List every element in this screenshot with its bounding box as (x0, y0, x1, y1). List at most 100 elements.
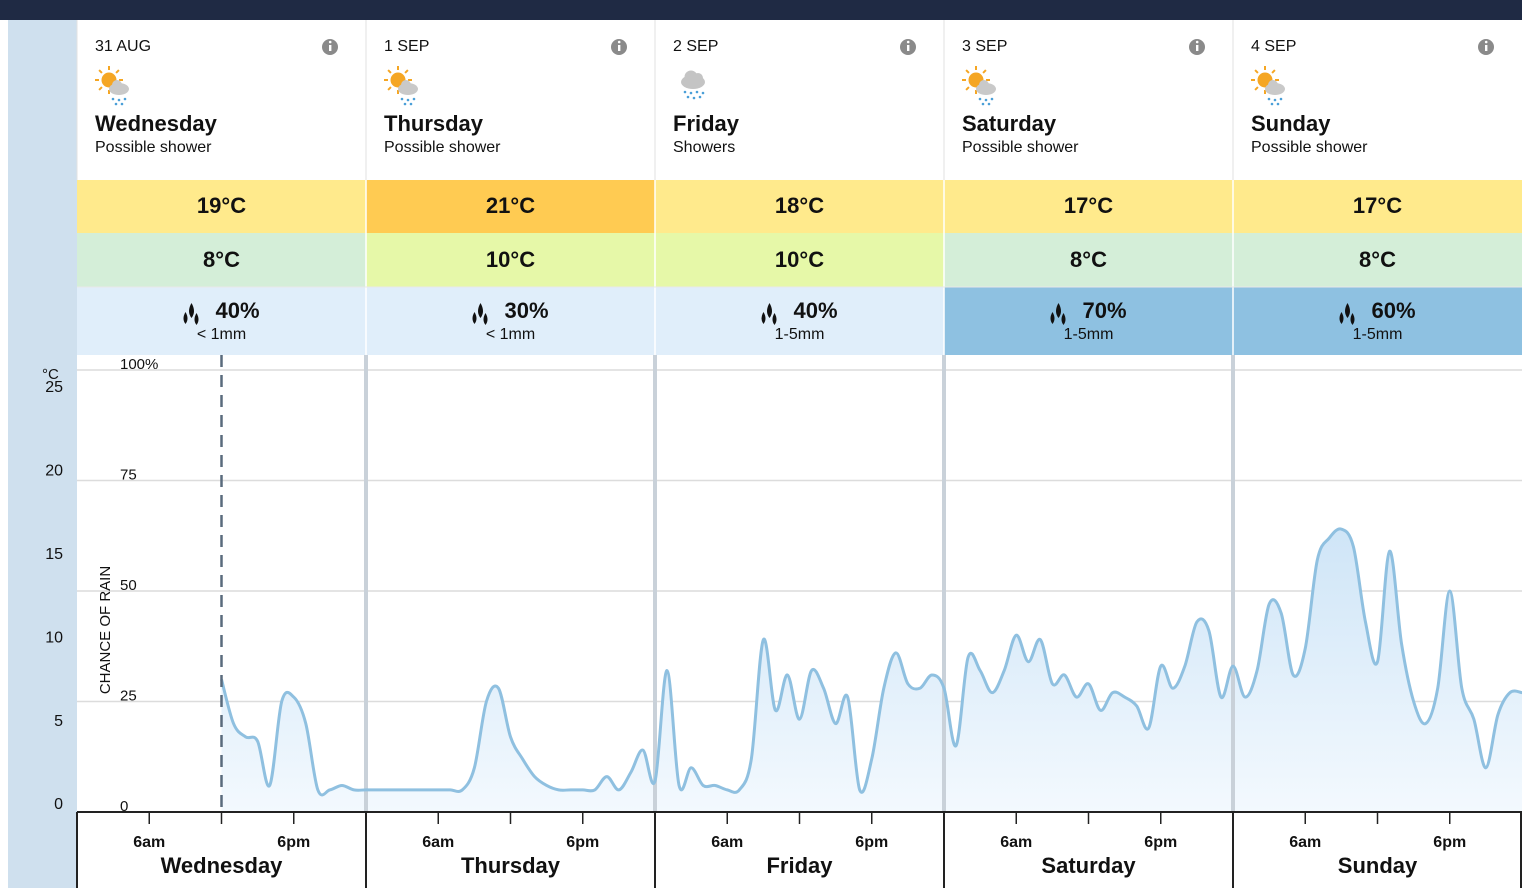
y2-tick-label: 15 (45, 546, 63, 563)
rain-drop (124, 98, 127, 101)
max-temp: 19°C (197, 193, 246, 218)
rain-drop (687, 96, 690, 99)
date: 2 SEP (673, 38, 718, 55)
description: Possible shower (384, 139, 501, 156)
min-temp: 8°C (1070, 247, 1107, 272)
day-label: Thursday (461, 853, 561, 878)
cloud (693, 73, 703, 83)
date: 1 SEP (384, 38, 429, 55)
y2-tick-label: 10 (45, 629, 63, 646)
max-temp: 18°C (775, 193, 824, 218)
rain-drop (410, 103, 413, 106)
rain-amount: 1-5mm (1353, 326, 1403, 343)
min-temp: 8°C (203, 247, 240, 272)
min-temp: 10°C (486, 247, 535, 272)
rain-drop (407, 99, 410, 102)
y-tick-label: 25 (120, 687, 137, 704)
info-icon (1189, 39, 1205, 55)
rain-drop (1268, 98, 1271, 101)
rain-drop (1280, 98, 1283, 101)
rain-chance: 70% (1082, 298, 1126, 323)
cloud (979, 80, 989, 90)
rain-amount: < 1mm (197, 326, 246, 343)
rain-drop (699, 96, 702, 99)
max-temp: 17°C (1353, 193, 1402, 218)
x-tick-label: 6am (1289, 834, 1321, 851)
day-label: Friday (766, 853, 833, 878)
x-tick-label: 6am (133, 834, 165, 851)
info-i (1196, 45, 1198, 51)
info-dot (907, 41, 910, 44)
max-temp: 17°C (1064, 193, 1113, 218)
rain-drop (982, 103, 985, 106)
info-icon (611, 39, 627, 55)
rain-drop (118, 99, 121, 102)
x-tick-label: 6pm (1433, 834, 1466, 851)
info-dot (329, 41, 332, 44)
x-tick-label: 6pm (855, 834, 888, 851)
rain-drop (413, 98, 416, 101)
rain-drop (702, 92, 705, 95)
y-label: CHANCE OF RAIN (97, 566, 114, 694)
rain-drop (115, 103, 118, 106)
rain-drop (684, 91, 687, 94)
x-tick-label: 6pm (566, 834, 599, 851)
day-label: Sunday (1338, 853, 1418, 878)
description: Possible shower (95, 139, 212, 156)
min-temp: 8°C (1359, 247, 1396, 272)
rain-drop (985, 99, 988, 102)
info-icon (322, 39, 338, 55)
rain-drop (693, 97, 696, 100)
rain-drop (121, 103, 124, 106)
y-tick-label: 100% (120, 356, 158, 373)
info-i (1485, 45, 1487, 51)
rain-amount: < 1mm (486, 326, 535, 343)
rain-drop (1277, 103, 1280, 106)
day-name: Sunday (1251, 111, 1331, 136)
rain-chance: 40% (793, 298, 837, 323)
x-tick-label: 6am (422, 834, 454, 851)
rain-drop (112, 98, 115, 101)
day-label: Wednesday (161, 853, 284, 878)
day-name: Thursday (384, 111, 484, 136)
rain-chance: 60% (1371, 298, 1415, 323)
day-name: Saturday (962, 111, 1057, 136)
top-bar (0, 0, 1522, 20)
info-dot (1196, 41, 1199, 44)
x-tick-label: 6am (711, 834, 743, 851)
rain-drop (1274, 99, 1277, 102)
rain-drop (401, 98, 404, 101)
cloud (112, 80, 122, 90)
cloud (1268, 80, 1278, 90)
y-tick-label: 50 (120, 577, 137, 594)
cloud (401, 80, 411, 90)
info-i (618, 45, 620, 51)
min-temp: 10°C (775, 247, 824, 272)
x-tick-label: 6am (1000, 834, 1032, 851)
rain-drop (404, 103, 407, 106)
rain-drop (988, 103, 991, 106)
y2-label: °C (42, 366, 59, 383)
y2-tick-label: 20 (45, 463, 63, 480)
max-temp: 21°C (486, 193, 535, 218)
info-icon (1478, 39, 1494, 55)
info-i (329, 45, 331, 51)
day-name: Wednesday (95, 111, 218, 136)
date: 4 SEP (1251, 38, 1296, 55)
rain-drop (991, 98, 994, 101)
y2-tick-label: 0 (54, 796, 63, 813)
rain-drop (1271, 103, 1274, 106)
info-dot (618, 41, 621, 44)
y2-tick-label: 5 (54, 713, 63, 730)
x-tick-label: 6pm (277, 834, 310, 851)
rain-chance: 40% (215, 298, 259, 323)
date: 31 AUG (95, 38, 151, 55)
date: 3 SEP (962, 38, 1007, 55)
rain-drop (690, 92, 693, 95)
y-tick-label: 75 (120, 466, 137, 483)
rain-chance: 30% (504, 298, 548, 323)
description: Possible shower (962, 139, 1079, 156)
info-i (907, 45, 909, 51)
